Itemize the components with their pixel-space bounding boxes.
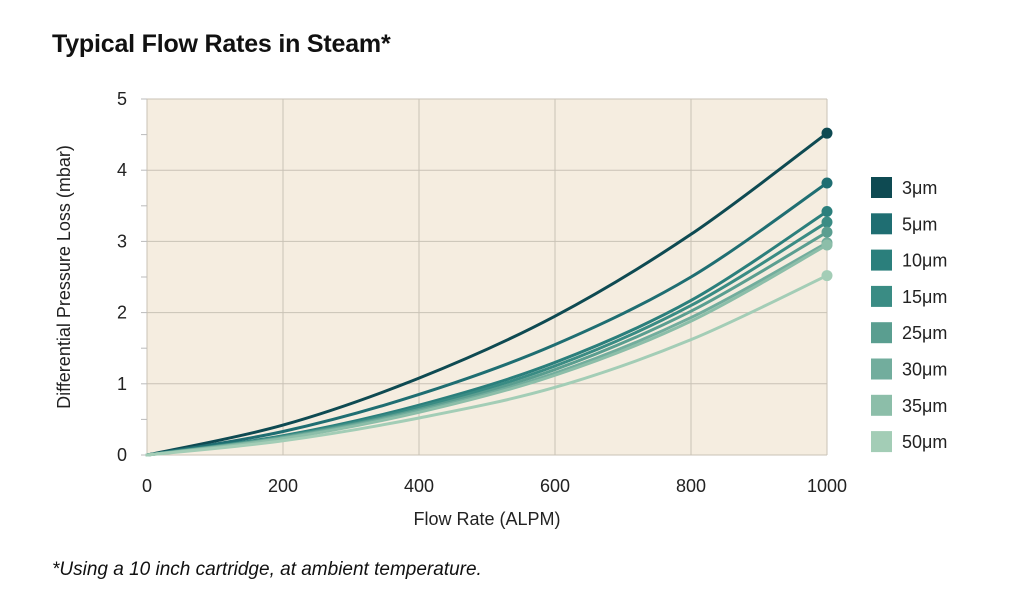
plot-area [147, 99, 827, 455]
series-lines [145, 131, 829, 457]
legend-label: 50μm [902, 432, 947, 452]
series-end-point-50μm [821, 270, 833, 282]
x-tick-label: 0 [142, 476, 152, 496]
y-tick-label: 5 [117, 89, 127, 109]
series-end-point-35μm [821, 239, 833, 251]
legend-label: 25μm [902, 323, 947, 343]
series-end-point-10μm [821, 205, 833, 217]
legend-swatch [871, 285, 892, 307]
legend-swatch [871, 358, 892, 380]
y-minor-ticks [141, 98, 147, 456]
x-tick-label: 1000 [807, 476, 847, 496]
series-line-35μm [145, 243, 829, 457]
y-tick-label: 1 [117, 374, 127, 394]
chart-title: Typical Flow Rates in Steam* [52, 30, 391, 58]
series-line-50μm [145, 274, 829, 457]
legend-swatch [871, 177, 892, 198]
y-tick-label: 0 [117, 445, 127, 465]
legend-swatch [871, 394, 892, 416]
legend-swatch [871, 431, 892, 453]
legend-label: 10μm [902, 251, 947, 271]
x-tick-label: 400 [404, 476, 434, 496]
series-line-5μm [145, 181, 829, 457]
series-end-point-3μm [821, 127, 833, 139]
x-axis-label: Flow Rate (ALPM) [413, 509, 560, 529]
legend-swatch [871, 213, 892, 235]
series-end-point-25μm [821, 226, 833, 238]
y-tick-label: 4 [117, 160, 127, 180]
legend-swatch [871, 249, 892, 271]
grid-lines [146, 98, 828, 456]
legend: 3μm 5μm 10μm 15μm 25μm 30μm 35μm 50μm [871, 177, 947, 453]
legend-swatch [871, 322, 892, 344]
legend-label: 3μm [902, 178, 937, 198]
legend-label: 15μm [902, 287, 947, 307]
x-tick-labels: 0 200 400 600 800 1000 [142, 476, 847, 496]
footnote: *Using a 10 inch cartridge, at ambient t… [52, 559, 482, 580]
series-end-points [821, 127, 833, 282]
y-tick-labels: 0 1 2 3 4 5 [117, 89, 127, 465]
y-tick-label: 2 [117, 303, 127, 323]
x-tick-label: 800 [676, 476, 706, 496]
legend-label: 5μm [902, 214, 937, 234]
series-line-3μm [145, 131, 829, 457]
x-tick-label: 200 [268, 476, 298, 496]
series-end-point-15μm [821, 216, 833, 228]
legend-label: 30μm [902, 360, 947, 380]
x-tick-label: 600 [540, 476, 570, 496]
legend-label: 35μm [902, 396, 947, 416]
series-end-point-5μm [821, 177, 833, 189]
y-tick-label: 3 [117, 231, 127, 251]
y-axis-label: Differential Pressure Loss (mbar) [54, 145, 74, 409]
